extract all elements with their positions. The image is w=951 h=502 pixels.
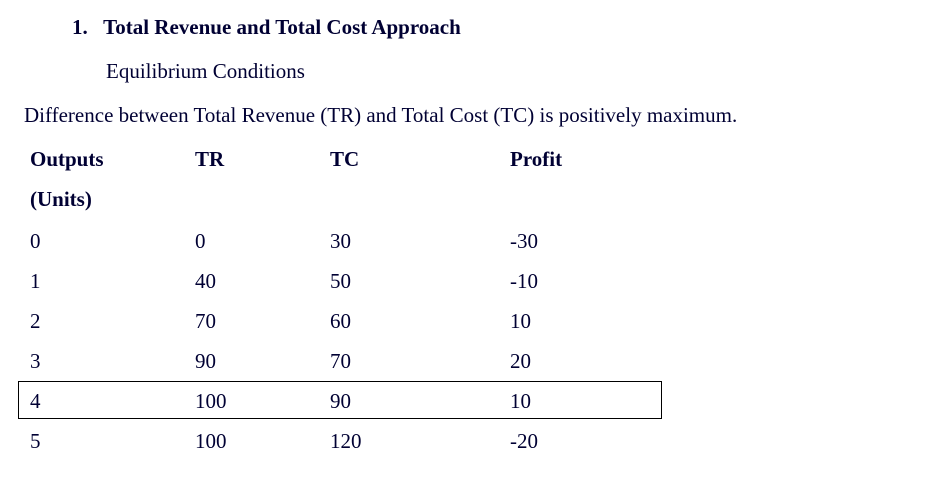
cell-tc: 50 [330, 262, 510, 302]
cell-profit: 20 [510, 342, 670, 382]
cell-output: 5 [30, 422, 195, 462]
cell-tr: 100 [195, 422, 330, 462]
cell-output: 2 [30, 302, 195, 342]
cell-output: 3 [30, 342, 195, 382]
cell-tr: 70 [195, 302, 330, 342]
cell-output: 1 [30, 262, 195, 302]
subheading: Equilibrium Conditions [0, 48, 951, 92]
cell-tc: 60 [330, 302, 510, 342]
cell-tr: 40 [195, 262, 330, 302]
cell-tr: 100 [195, 382, 330, 422]
cell-tc: 70 [330, 342, 510, 382]
table-row: 2 70 60 10 [30, 302, 670, 342]
col-header-units: (Units) [30, 180, 195, 222]
table-header-row-2: (Units) [30, 180, 670, 222]
cell-profit: 10 [510, 382, 670, 422]
section-heading: 1. Total Revenue and Total Cost Approach [0, 0, 951, 48]
table-row: 1 40 50 -10 [30, 262, 670, 302]
cell-output: 4 [30, 382, 195, 422]
cell-profit: -20 [510, 422, 670, 462]
col-header-tc: TC [330, 140, 510, 180]
heading-number: 1. [72, 15, 88, 39]
cell-tc: 90 [330, 382, 510, 422]
col-header-tr: TR [195, 140, 330, 180]
heading-text: Total Revenue and Total Cost Approach [103, 15, 461, 39]
table-row: 5 100 120 -20 [30, 422, 670, 462]
cell-tc: 30 [330, 222, 510, 262]
cell-profit: -30 [510, 222, 670, 262]
table-row-highlighted: 3 90 70 20 [30, 342, 670, 382]
table-header-row-1: Outputs TR TC Profit [30, 140, 670, 180]
table-row: 0 0 30 -30 [30, 222, 670, 262]
description: Difference between Total Revenue (TR) an… [0, 92, 951, 136]
cell-profit: -10 [510, 262, 670, 302]
profit-table: Outputs TR TC Profit (Units) 0 0 30 -30 … [30, 140, 670, 462]
col-header-profit: Profit [510, 140, 670, 180]
cell-profit: 10 [510, 302, 670, 342]
cell-tc: 120 [330, 422, 510, 462]
col-header-outputs: Outputs [30, 140, 195, 180]
cell-output: 0 [30, 222, 195, 262]
table-wrapper: Outputs TR TC Profit (Units) 0 0 30 -30 … [0, 140, 951, 462]
table-row: 4 100 90 10 [30, 382, 670, 422]
cell-tr: 90 [195, 342, 330, 382]
cell-tr: 0 [195, 222, 330, 262]
